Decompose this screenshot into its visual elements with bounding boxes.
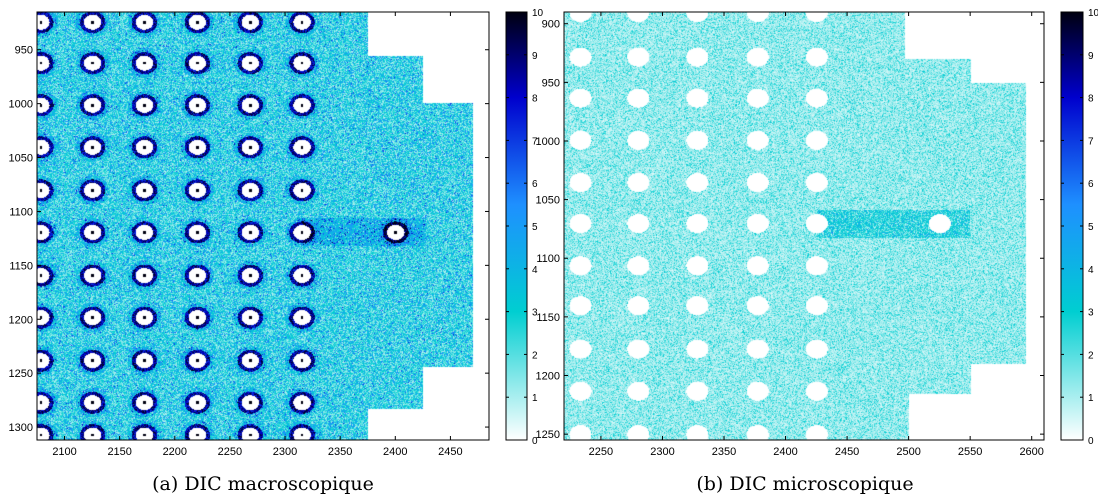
- y-tick-label: 1200: [9, 314, 33, 326]
- y-tick-label: 1150: [536, 312, 560, 324]
- y-tick-label: 1150: [9, 260, 33, 272]
- colorbar-tick-label: 9: [532, 51, 538, 62]
- axes-frame-b: [563, 11, 1045, 441]
- y-tick-label: 1200: [536, 371, 560, 383]
- colorbar-tick-label: 10: [1088, 8, 1098, 19]
- y-tick-label: 900: [542, 19, 560, 31]
- colorbar-tick-label: 9: [1088, 51, 1094, 62]
- colorbar-tick-label: 6: [1088, 179, 1094, 190]
- colorbar-tick-label: 0: [532, 436, 538, 447]
- colorbar-tick-label: 8: [1088, 94, 1094, 105]
- y-tick-label: 1000: [536, 136, 560, 148]
- colorbar-tick-label: 7: [1088, 136, 1094, 147]
- y-tick-label: 1300: [9, 422, 33, 434]
- colorbar-tick-label: 2: [532, 350, 538, 361]
- colorbar-tick-label: 6: [532, 179, 538, 190]
- y-tick-label: 950: [15, 45, 33, 57]
- colorbar-tick-label: 3: [1088, 308, 1094, 319]
- x-tick-label: 2250: [589, 446, 613, 458]
- ticks-b: 2250 2300 2350 2400 2450 2500 2550 2600 900 950 10…: [536, 12, 1044, 458]
- x-tick-label: 2250: [218, 446, 242, 458]
- caption-a: (a) DIC macroscopique: [152, 473, 374, 495]
- heatmap-image-a: [37, 12, 489, 440]
- panel-a: 2100 2150 2200 2250 2300 2350 2400 245095010001…: [9, 8, 544, 458]
- colorbar-a: [505, 11, 528, 441]
- colorbar-tick-label: 2: [1088, 350, 1094, 361]
- x-tick-label: 2200: [163, 446, 187, 458]
- axes-frame-a: [36, 11, 490, 441]
- colorbar-tick-label: 10: [532, 8, 544, 19]
- x-tick-label: 2300: [273, 446, 297, 458]
- colorbar-tick-label: 7: [532, 136, 538, 147]
- y-tick-label: 1050: [9, 153, 33, 165]
- panel-b: 2250 2300 2350 2400 2450 2500 2550 260090095010…: [536, 8, 1098, 458]
- colorbar-tick-label: 5: [1088, 222, 1094, 233]
- x-tick-label: 2400: [773, 446, 797, 458]
- y-tick-label: 950: [542, 77, 560, 89]
- caption-b: (b) DIC microscopique: [696, 473, 914, 495]
- y-tick-label: 1050: [536, 195, 560, 207]
- x-tick-label: 2400: [383, 446, 407, 458]
- y-tick-label: 1000: [9, 99, 33, 111]
- ticks-a: 2100 2150 2200 2250 2300 2350 2400 2450 950 1000 1…: [9, 12, 489, 458]
- x-tick-label: 2350: [712, 446, 736, 458]
- x-tick-label: 2150: [107, 446, 131, 458]
- heatmap-image-b: [564, 12, 1044, 440]
- colorbar-tick-label: 5: [532, 222, 538, 233]
- x-tick-label: 2500: [896, 446, 920, 458]
- x-tick-label: 2450: [438, 446, 462, 458]
- colorbar-tick-label: 3: [532, 308, 538, 319]
- x-tick-label: 2600: [1019, 446, 1043, 458]
- colorbar-tick-label: 0: [1088, 436, 1094, 447]
- y-tick-label: 1250: [536, 429, 560, 441]
- y-tick-label: 1100: [536, 253, 560, 265]
- colorbar-tick-label: 1: [532, 393, 538, 404]
- colorbar-tick-label: 8: [532, 94, 538, 105]
- x-tick-label: 2550: [958, 446, 982, 458]
- x-tick-label: 2350: [328, 446, 352, 458]
- y-tick-label: 1100: [9, 206, 33, 218]
- colorbar-tick-label: 1: [1088, 393, 1094, 404]
- colorbar-b: [1060, 11, 1084, 441]
- colorbar-ticks-a: 0 1 2 3 4 5 6 7 8 9 10: [506, 8, 544, 447]
- colorbar-ticks-b: 0 1 2 3 4 5 6 7 8 9 10: [1061, 8, 1098, 447]
- colorbar-tick-label: 4: [532, 265, 538, 276]
- colorbar-tick-label: 4: [1088, 265, 1094, 276]
- y-tick-label: 1250: [9, 368, 33, 380]
- x-tick-label: 2300: [650, 446, 674, 458]
- x-tick-label: 2100: [52, 446, 76, 458]
- x-tick-label: 2450: [835, 446, 859, 458]
